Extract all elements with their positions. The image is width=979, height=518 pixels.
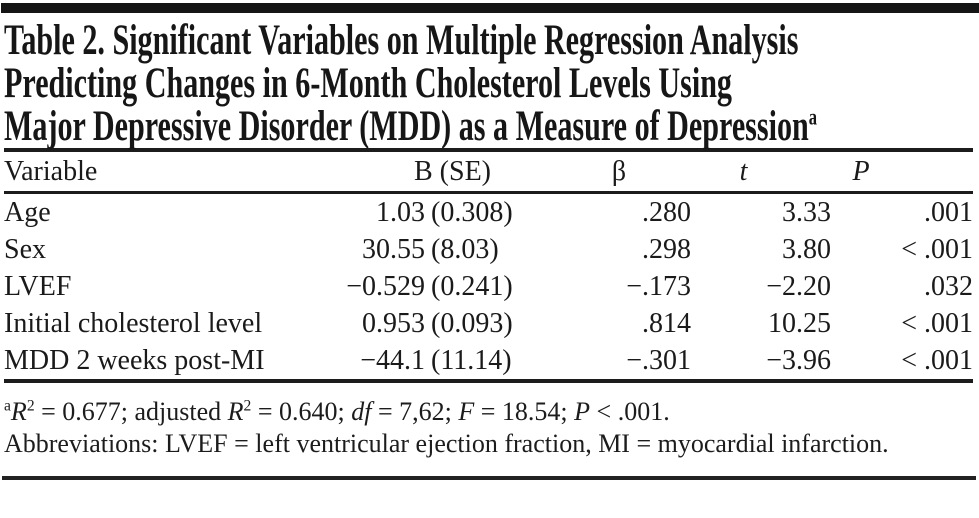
cell-t: 3.33 <box>782 197 831 228</box>
table-row-sex: Sex 30.55 (8.03) .298 3.80 < .001 <box>4 231 973 268</box>
b-value: 1.03 <box>376 197 425 228</box>
cell-variable: Initial cholesterol level <box>4 308 263 339</box>
table-body: Age 1.03 (0.308) .280 3.33 .001 Sex 30.55… <box>4 193 973 381</box>
table-footnotes: aR2 = 0.677; adjusted R2 = 0.640; df = 7… <box>4 396 975 460</box>
bottom-rule-bar <box>2 476 976 480</box>
cell-p: < .001 <box>901 308 973 339</box>
cell-variable: MDD 2 weeks post-MI <box>4 345 265 376</box>
paper-table-figure: Table 2. Significant Variables on Multip… <box>0 3 979 518</box>
table-title: Table 2. Significant Variables on Multip… <box>4 19 979 148</box>
cell-p: .001 <box>924 197 973 228</box>
cell-b-se: 0.953 (0.093) <box>341 305 526 342</box>
se-value: (8.03) <box>431 234 499 265</box>
table-title-line-3: Major Depressive Disorder (MDD) as a Mea… <box>4 105 979 148</box>
se-value: (0.093) <box>431 308 513 339</box>
table-row-mdd: MDD 2 weeks post-MI −44.1 (11.14) −.301 −… <box>4 342 973 381</box>
cell-variable: Age <box>4 197 51 228</box>
header-t: t <box>739 156 748 187</box>
table-title-line-1: Table 2. Significant Variables on Multip… <box>4 17 799 64</box>
b-value: −44.1 <box>360 345 425 376</box>
footnote-statistics: aR2 = 0.677; adjusted R2 = 0.640; df = 7… <box>4 397 670 426</box>
cell-beta: .280 <box>642 197 691 228</box>
cell-beta: −.301 <box>626 345 691 376</box>
table-row-age: Age 1.03 (0.308) .280 3.33 .001 <box>4 193 973 232</box>
cell-p: < .001 <box>901 234 973 265</box>
cell-variable: Sex <box>4 234 46 265</box>
b-value: 30.55 <box>362 234 425 265</box>
header-variable: Variable <box>4 156 98 187</box>
cell-b-se: 30.55 (8.03) <box>341 231 526 268</box>
cell-b-se: −0.529 (0.241) <box>341 268 526 305</box>
cell-beta: −.173 <box>626 271 691 302</box>
b-value: 0.953 <box>362 308 425 339</box>
cell-p: < .001 <box>901 345 973 376</box>
title-footnote-marker: a <box>808 104 818 131</box>
cell-b-se: 1.03 (0.308) <box>341 193 526 232</box>
cell-variable: LVEF <box>4 271 72 302</box>
cell-beta: .298 <box>642 234 691 265</box>
b-value: −0.529 <box>346 271 425 302</box>
header-beta: β <box>611 156 627 187</box>
cell-t: −3.96 <box>766 345 831 376</box>
cell-t: 3.80 <box>782 234 831 265</box>
table-header: Variable B (SE) β t P <box>4 150 973 193</box>
footnote-abbreviations: Abbreviations: LVEF = left ventricular e… <box>4 429 889 458</box>
table-title-line-3-text: Major Depressive Disorder (MDD) as a Mea… <box>4 103 809 150</box>
cell-b-se: −44.1 (11.14) <box>341 342 526 381</box>
cell-beta: .814 <box>642 308 691 339</box>
table-row-initial-cholesterol: Initial cholesterol level 0.953 (0.093) .… <box>4 305 973 342</box>
table-row-lvef: LVEF −0.529 (0.241) −.173 −2.20 .032 <box>4 268 973 305</box>
header-p: P <box>852 156 870 187</box>
top-rule-bar <box>1 3 979 13</box>
se-value: (0.308) <box>431 197 513 228</box>
header-b-se: B (SE) <box>414 156 491 187</box>
cell-t: 10.25 <box>768 308 831 339</box>
cell-p: .032 <box>924 271 973 302</box>
header-row: Variable B (SE) β t P <box>4 150 973 193</box>
regression-table: Variable B (SE) β t P Age 1.03 (0.308) .2… <box>4 148 973 383</box>
se-value: (11.14) <box>431 345 512 376</box>
se-value: (0.241) <box>431 271 513 302</box>
cell-t: −2.20 <box>766 271 831 302</box>
table-title-line-2: Predicting Changes in 6-Month Cholestero… <box>4 60 732 107</box>
